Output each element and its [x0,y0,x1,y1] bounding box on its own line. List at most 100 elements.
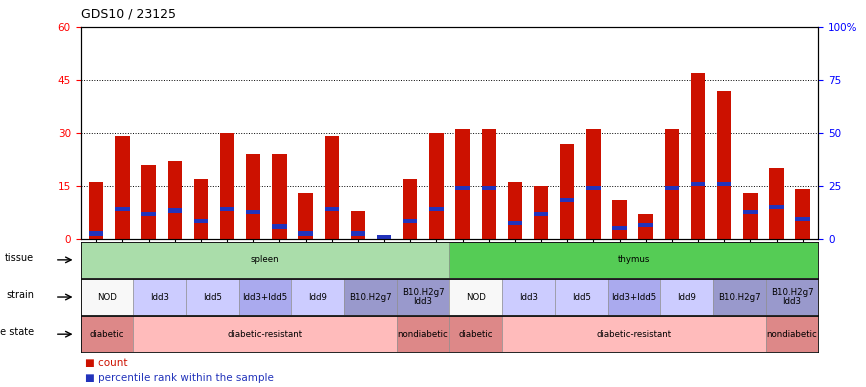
Bar [351,231,365,236]
Bar [272,224,287,229]
Bar [638,214,653,239]
Bar [560,198,574,202]
Text: thymus: thymus [617,255,650,264]
Text: spleen: spleen [250,255,280,264]
Bar [560,144,574,239]
Text: diabetic-resistant: diabetic-resistant [228,330,302,339]
Bar [533,186,548,239]
Text: Idd5: Idd5 [203,293,222,301]
Bar [769,205,784,209]
Bar [665,129,679,239]
Bar [449,316,502,352]
Bar [743,210,758,214]
Text: ■ percentile rank within the sample: ■ percentile rank within the sample [85,373,274,384]
Bar [691,182,705,186]
Bar [377,235,391,239]
Text: B10.H2g7: B10.H2g7 [718,293,760,301]
Bar [717,182,732,186]
Bar [133,316,397,352]
Bar [246,154,261,239]
Bar [502,316,766,352]
Text: nondiabetic: nondiabetic [766,330,818,339]
Bar [403,219,417,223]
Text: Idd3: Idd3 [150,293,169,301]
Bar [81,316,133,352]
Bar [194,179,208,239]
Text: tissue: tissue [5,253,35,263]
Bar [717,91,732,239]
Bar [325,137,339,239]
Bar [239,279,291,315]
Bar [769,168,784,239]
Bar [81,242,449,278]
Bar [115,207,130,211]
Text: B10.H2g7
Idd3: B10.H2g7 Idd3 [771,288,813,307]
Bar [796,189,810,239]
Text: disease state: disease state [0,327,35,337]
Bar [220,207,234,211]
Bar [766,279,818,315]
Text: Idd3: Idd3 [519,293,538,301]
Bar [344,279,397,315]
Bar [665,185,679,190]
Text: GDS10 / 23125: GDS10 / 23125 [81,8,176,21]
Bar [533,212,548,216]
Text: strain: strain [6,290,35,300]
Bar [299,231,313,236]
Bar [167,209,182,213]
Bar [456,185,469,190]
Bar [586,129,600,239]
Bar [660,279,713,315]
Bar [481,129,496,239]
Bar [612,226,627,230]
Bar [220,133,234,239]
Bar [397,279,449,315]
Bar [638,223,653,227]
Text: Idd9: Idd9 [677,293,696,301]
Text: Idd5: Idd5 [572,293,591,301]
Bar [766,316,818,352]
Bar [246,210,261,214]
Bar [796,217,810,221]
Text: diabetic: diabetic [459,330,493,339]
Bar [507,221,522,225]
Bar [743,193,758,239]
Bar [291,279,344,315]
Text: NOD: NOD [97,293,117,301]
Bar [272,154,287,239]
Bar [608,279,660,315]
Bar [449,279,502,315]
Bar [115,137,130,239]
Text: B10.H2g7
Idd3: B10.H2g7 Idd3 [402,288,444,307]
Bar [167,161,182,239]
Bar [449,242,818,278]
Bar [456,129,469,239]
Bar [586,185,600,190]
Bar [507,182,522,239]
Bar [194,219,208,223]
Bar [502,279,555,315]
Text: Idd3+Idd5: Idd3+Idd5 [242,293,288,301]
Bar [89,182,103,239]
Bar [325,207,339,211]
Text: diabetic: diabetic [90,330,124,339]
Bar [612,200,627,239]
Bar [299,193,313,239]
Bar [397,316,449,352]
Bar [430,207,443,211]
Bar [713,279,766,315]
Text: NOD: NOD [466,293,486,301]
Bar [377,235,391,239]
Bar [691,73,705,239]
Text: ■ count: ■ count [85,358,127,368]
Text: nondiabetic: nondiabetic [397,330,449,339]
Bar [186,279,239,315]
Text: Idd3+Idd5: Idd3+Idd5 [611,293,656,301]
Bar [430,133,443,239]
Bar [141,165,156,239]
Text: B10.H2g7: B10.H2g7 [349,293,391,301]
Text: diabetic-resistant: diabetic-resistant [597,330,671,339]
Bar [555,279,608,315]
Bar [403,179,417,239]
Bar [133,279,186,315]
